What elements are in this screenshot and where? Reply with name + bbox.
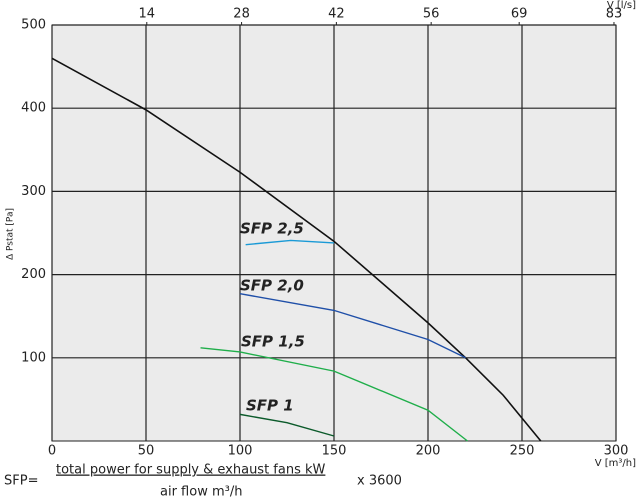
curve-label: SFP 2,0 — [240, 277, 304, 295]
x-tick-label: 100 — [228, 444, 253, 459]
x2-axis-label: V [l/s] — [607, 0, 636, 11]
formula-suffix: x 3600 — [357, 474, 402, 489]
curve — [239, 293, 466, 359]
x-tick-label: 200 — [416, 444, 441, 459]
x-tick-label: 0 — [48, 444, 56, 459]
curve-label: SFP 2,5 — [240, 220, 304, 238]
y-tick-label: 500 — [21, 18, 46, 33]
formula-prefix: SFP= — [4, 474, 38, 489]
x-tick-label: 300 — [604, 444, 629, 459]
curve-label: SFP 1,5 — [241, 333, 305, 351]
x2-tick-label: 28 — [233, 7, 250, 22]
x2-tick-label: 69 — [511, 7, 528, 22]
y-tick-label: 200 — [21, 267, 46, 282]
y-tick-label: 300 — [21, 184, 46, 199]
curve — [51, 57, 542, 442]
x2-tick-label: 83 — [606, 7, 623, 22]
formula-numerator: total power for supply & exhaust fans kW — [56, 463, 326, 478]
x-axis-label: V [m³/h] — [595, 458, 636, 469]
x-tick-label: 50 — [138, 444, 155, 459]
curve — [239, 413, 335, 437]
x2-tick-label: 56 — [423, 7, 440, 22]
y-axis-label: Δ Pstat [Pa] — [6, 208, 16, 260]
curve — [245, 239, 335, 246]
curve-label: SFP 1 — [246, 397, 294, 415]
x-tick-label: 250 — [510, 444, 535, 459]
x-tick-label: 150 — [322, 444, 347, 459]
x2-tick-label: 42 — [328, 7, 345, 22]
y-tick-label: 100 — [21, 350, 46, 365]
curve — [200, 347, 468, 442]
formula-denominator: air flow m³/h — [160, 485, 242, 500]
y-tick-label: 400 — [21, 101, 46, 116]
x2-tick-label: 14 — [139, 7, 156, 22]
